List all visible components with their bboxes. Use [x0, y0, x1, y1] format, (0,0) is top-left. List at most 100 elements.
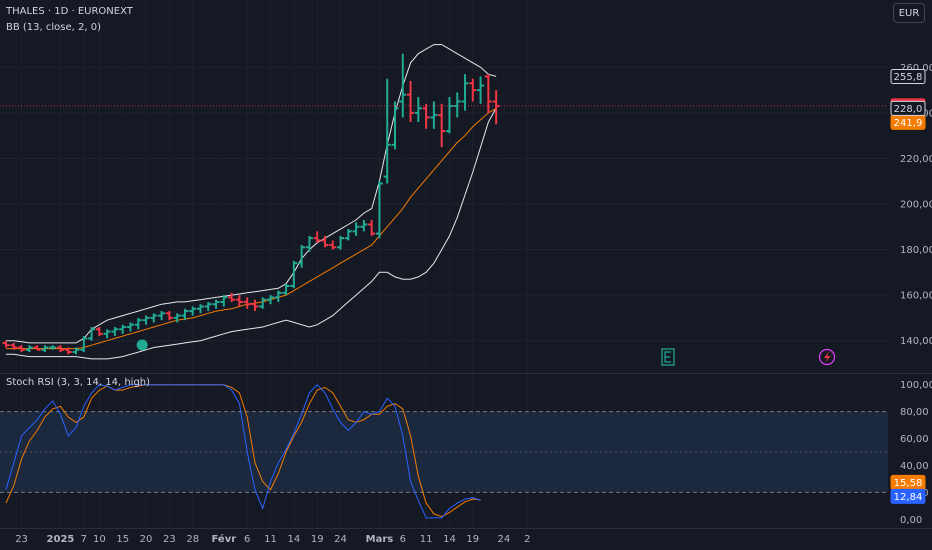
bollinger-bands — [0, 44, 888, 360]
time-tick-label: 11 — [264, 534, 277, 545]
ohlc-bar[interactable] — [72, 347, 80, 355]
ohlc-bar[interactable] — [235, 295, 243, 307]
ohlc-bar[interactable] — [41, 345, 49, 353]
bb-upper-value: 255,8 — [894, 72, 923, 83]
ohlc-bar[interactable] — [484, 74, 492, 113]
ohlc-bar[interactable] — [103, 329, 111, 339]
ohlc-bar[interactable] — [150, 313, 158, 323]
ohlc-bar[interactable] — [126, 322, 134, 332]
chart-event-icons[interactable] — [136, 339, 836, 366]
ohlc-bar[interactable] — [337, 235, 345, 250]
osc-tick-label: 80,00 — [900, 407, 929, 418]
ohlc-bar[interactable] — [344, 229, 352, 241]
ohlc-bar[interactable] — [274, 290, 282, 302]
ohlc-bar[interactable] — [445, 96, 453, 134]
ohlc-bar[interactable] — [95, 327, 103, 337]
ohlc-bar[interactable] — [282, 283, 290, 296]
ohlc-bar[interactable] — [243, 297, 251, 309]
time-tick-label: Mars — [366, 534, 394, 545]
ohlc-bar[interactable] — [453, 92, 461, 118]
ohlc-bar[interactable] — [352, 222, 360, 236]
ohlc-bar[interactable] — [407, 81, 415, 122]
bb-upper-line — [6, 44, 497, 344]
ohlc-bar[interactable] — [477, 76, 485, 104]
ohlc-bar[interactable] — [305, 235, 313, 252]
ohlc-bar[interactable] — [165, 311, 173, 321]
ohlc-bar[interactable] — [228, 292, 236, 302]
ohlc-bar[interactable] — [422, 103, 430, 129]
signal-dot-icon[interactable] — [136, 339, 148, 351]
ohlc-bar[interactable] — [391, 101, 399, 150]
time-tick-label: 14 — [287, 534, 300, 545]
stoch-rsi-label[interactable]: Stoch RSI (3, 3, 14, 14, high) — [6, 377, 150, 388]
time-tick-label: 23 — [163, 534, 176, 545]
ohlc-bar[interactable] — [142, 315, 150, 325]
ohlc-bar[interactable] — [88, 327, 96, 341]
dividend-e-icon[interactable] — [661, 348, 675, 366]
ohlc-bar[interactable] — [197, 304, 204, 314]
price-bars[interactable] — [2, 53, 500, 355]
ohlc-bar[interactable] — [399, 53, 407, 118]
ohlc-bar[interactable] — [383, 78, 391, 184]
currency-button[interactable]: EUR — [893, 3, 925, 23]
osc-tick-label: 40,00 — [900, 461, 929, 472]
ohlc-bar[interactable] — [181, 308, 189, 321]
ohlc-bar[interactable] — [204, 301, 212, 312]
ohlc-bar[interactable] — [18, 345, 26, 353]
ohlc-bar[interactable] — [321, 235, 329, 248]
earnings-bolt — [824, 351, 831, 363]
time-tick-label: 24 — [498, 534, 511, 545]
ohlc-bar[interactable] — [290, 260, 298, 289]
bb-basis-line — [6, 107, 497, 350]
ohlc-bar[interactable] — [158, 311, 166, 321]
bb-indicator-label[interactable]: BB (13, close, 2, 0) — [6, 22, 101, 33]
ohlc-bar[interactable] — [329, 240, 337, 250]
ohlc-bar[interactable] — [80, 336, 88, 353]
ohlc-bar[interactable] — [134, 317, 142, 330]
ohlc-bar[interactable] — [461, 74, 469, 111]
ohlc-bar[interactable] — [360, 219, 368, 232]
ohlc-bar[interactable] — [10, 342, 18, 350]
ohlc-bar[interactable] — [49, 345, 57, 350]
stoch-d-value: 15,58 — [894, 478, 923, 489]
ohlc-bar[interactable] — [267, 295, 275, 305]
ohlc-bar[interactable] — [2, 340, 10, 348]
bb-upper-value-bg — [890, 68, 926, 84]
ohlc-bar[interactable] — [313, 231, 321, 243]
earnings-lightning-icon[interactable] — [818, 348, 836, 366]
ohlc-bar[interactable] — [173, 313, 181, 323]
ohlc-bar[interactable] — [469, 78, 477, 102]
ohlc-bar[interactable] — [119, 324, 127, 334]
ohlc-bar[interactable] — [298, 245, 306, 268]
ohlc-bar[interactable] — [33, 345, 41, 351]
ohlc-bar[interactable] — [56, 345, 64, 353]
ohlc-bar[interactable] — [414, 96, 422, 122]
bb-basis-value: 241,9 — [894, 118, 923, 129]
overbought-oversold-band — [0, 411, 888, 493]
ohlc-bar[interactable] — [25, 345, 33, 353]
time-tick-label: 19 — [466, 534, 479, 545]
ohlc-bar[interactable] — [259, 297, 267, 309]
ohlc-bar[interactable] — [111, 327, 119, 337]
ohlc-bar[interactable] — [430, 101, 438, 129]
time-tick-label: 11 — [420, 534, 433, 545]
time-axis: 23 2025 7 10 15 20 23 28 Févr 6 11 14 19 24 Mars 6 11 14 1… — [15, 533, 530, 545]
symbol-title[interactable]: THALES · 1D · EURONEXT — [5, 6, 134, 17]
price-tick-label: 260,00 — [900, 63, 932, 74]
ohlc-bar[interactable] — [64, 347, 72, 355]
ohlc-bar[interactable] — [375, 181, 383, 239]
time-tick-label: 2025 — [47, 534, 75, 545]
ohlc-bar[interactable] — [438, 103, 446, 148]
oscillator-gridlines — [0, 411, 888, 493]
time-tick-label: 14 — [443, 534, 456, 545]
ohlc-bar[interactable] — [212, 299, 220, 309]
ohlc-bar[interactable] — [220, 295, 228, 307]
ohlc-bar[interactable] — [492, 90, 500, 125]
ohlc-bar[interactable] — [368, 219, 376, 236]
ohlc-bar[interactable] — [189, 306, 197, 316]
time-tick-label: 15 — [116, 534, 129, 545]
stoch-k-value-bg — [890, 488, 926, 504]
time-tick-label: 2 — [524, 534, 530, 545]
price-tick-label: 200,00 — [900, 200, 932, 211]
ohlc-bar[interactable] — [251, 299, 259, 312]
